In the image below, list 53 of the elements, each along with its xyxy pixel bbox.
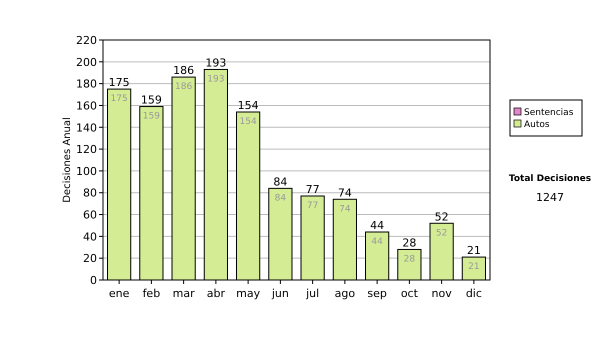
- data-label: 44: [371, 237, 384, 247]
- x-tick-label: abr: [206, 287, 226, 300]
- x-tick-label: dic: [466, 287, 482, 300]
- x-tick-label: sep: [367, 287, 387, 300]
- y-tick-label: 220: [76, 34, 97, 47]
- y-tick-label: 120: [76, 143, 97, 156]
- text: Total Decisiones: [508, 174, 592, 184]
- data-label: 159: [142, 112, 160, 122]
- text: 1247: [536, 191, 564, 204]
- data-label: 84: [274, 193, 286, 204]
- data-label: 193: [207, 74, 224, 84]
- x-tick-label: feb: [142, 287, 160, 300]
- x-tick-label: mar: [172, 287, 196, 300]
- data-label: 28: [404, 254, 416, 264]
- y-tick-label: 200: [76, 56, 97, 69]
- total-label: 159: [140, 94, 162, 107]
- y-tick-label: 140: [76, 121, 97, 134]
- x-tick-label: oct: [400, 287, 419, 300]
- total-label: 74: [338, 186, 352, 200]
- y-tick-label: 20: [83, 252, 97, 266]
- y-tick-label: 160: [76, 99, 97, 112]
- x-tick-label: ene: [108, 287, 130, 300]
- data-label: 175: [110, 94, 128, 104]
- total-label: 21: [466, 244, 481, 258]
- y-tick-label: 100: [76, 164, 97, 178]
- y-tick-label: 60: [83, 208, 97, 222]
- total-label: 77: [306, 183, 320, 196]
- data-label: 52: [436, 228, 448, 238]
- x-tick-label: may: [236, 287, 261, 300]
- total-label: 52: [434, 210, 449, 224]
- total-label: 28: [402, 236, 416, 250]
- legend-label: Autos: [524, 120, 550, 130]
- y-tick-label: 0: [90, 274, 97, 287]
- x-tick-label: jun: [270, 287, 289, 300]
- y-tick-label: 40: [83, 230, 97, 244]
- data-label: 74: [339, 204, 351, 214]
- x-tick-label: nov: [432, 287, 452, 300]
- data-label: 154: [240, 117, 257, 127]
- x-tick-label: ago: [334, 287, 356, 300]
- total-label: 44: [370, 219, 384, 232]
- x-tick-label: jul: [305, 287, 320, 300]
- data-label: 186: [175, 82, 192, 92]
- data-label: 77: [306, 201, 318, 211]
- y-axis-title: Decisiones Anual: [62, 117, 73, 203]
- total-label: 84: [273, 175, 288, 188]
- y-tick-label: 80: [83, 186, 97, 200]
- legend-label: Sentencias: [524, 108, 574, 118]
- total-label: 193: [205, 56, 226, 70]
- total-label: 186: [173, 64, 194, 78]
- total-label: 175: [108, 76, 130, 90]
- y-tick-label: 180: [76, 78, 97, 91]
- total-label: 154: [238, 99, 259, 112]
- data-label: 21: [468, 262, 480, 272]
